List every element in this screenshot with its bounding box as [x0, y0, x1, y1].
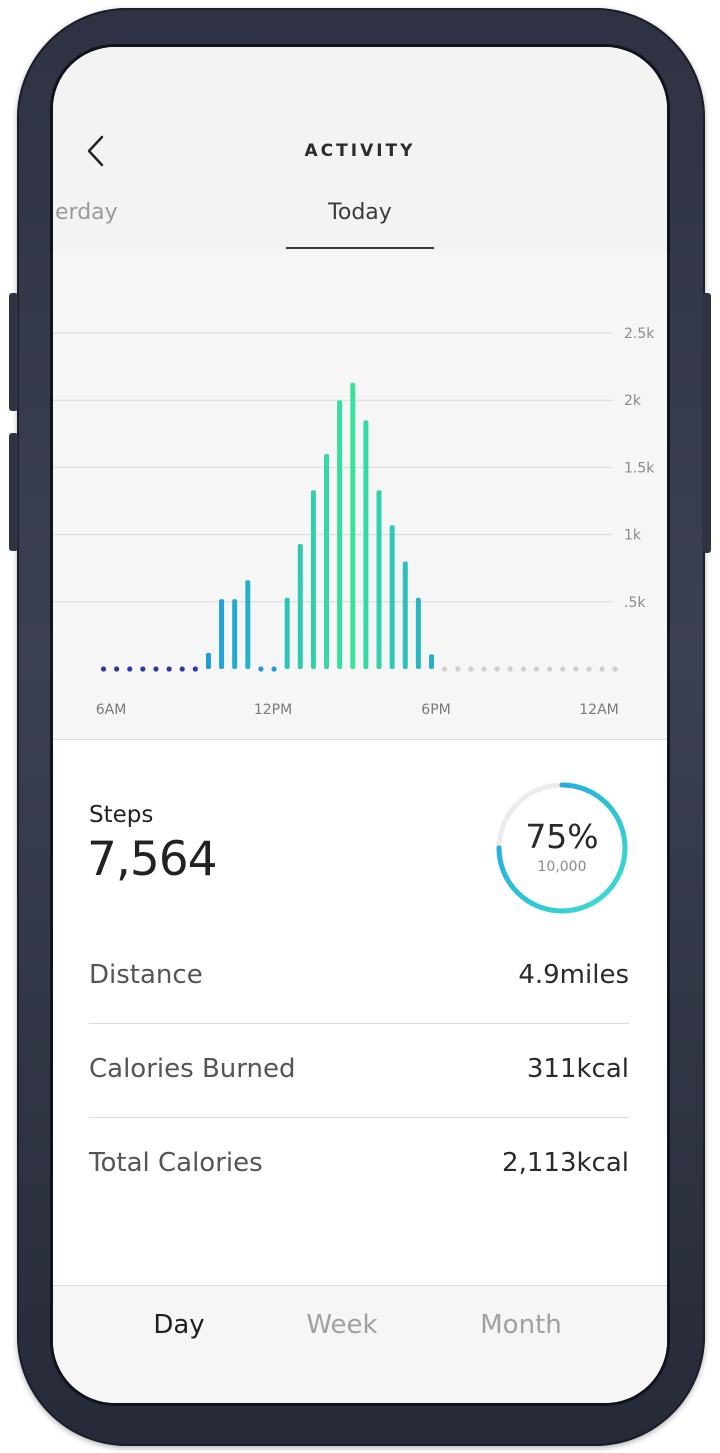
chart-bar	[415, 597, 421, 669]
chart-bar	[337, 400, 343, 669]
chart-dot	[533, 666, 540, 672]
steps-label: Steps	[89, 802, 154, 828]
row-divider	[89, 1023, 629, 1024]
steps-chart: .5k 1k 1.5k 2k 2.5k 6AM 12PM 6PM 12AM	[53, 250, 667, 740]
chart-dot	[114, 666, 120, 672]
chart-bar	[402, 561, 408, 669]
chart-bar	[350, 382, 356, 669]
stat-row-calories-burned: Calories Burned 311kcal	[89, 1024, 629, 1118]
active-tab-indicator	[286, 247, 434, 249]
goal-value: 10,000	[537, 859, 587, 875]
nav-month[interactable]: Month	[480, 1310, 562, 1340]
y-tick-label: 1.5k	[624, 460, 655, 476]
chart-bar	[219, 599, 225, 669]
chart-dot	[258, 666, 264, 672]
chart-bar	[245, 580, 251, 669]
y-tick-label: 2.5k	[624, 326, 655, 342]
chart-dot	[507, 666, 513, 672]
chart-bar	[297, 544, 303, 669]
volume-down-button	[9, 433, 18, 551]
stats-panel: Steps 7,564 75% 10,000 Distance 4.9miles…	[53, 740, 667, 1284]
chart-bar	[376, 490, 382, 669]
y-tick-label: .5k	[624, 595, 646, 611]
chart-dot	[494, 666, 500, 672]
progress-ring-arc	[496, 782, 628, 914]
steps-value: 7,564	[87, 832, 218, 887]
chart-dot	[599, 666, 605, 672]
header: ACTIVITY erday Today	[53, 47, 667, 250]
chart-bar	[429, 654, 434, 669]
chart-dot	[586, 666, 592, 672]
row-divider	[89, 1117, 629, 1118]
bottom-nav: Day Week Month	[53, 1285, 667, 1403]
stat-label: Calories Burned	[89, 1054, 296, 1084]
chart-dot	[560, 666, 566, 672]
chart-dot	[520, 666, 526, 672]
volume-up-button	[9, 293, 18, 411]
stat-row-total-calories: Total Calories 2,113kcal	[89, 1118, 629, 1212]
stat-row-distance: Distance 4.9miles	[89, 930, 629, 1024]
app-screen: ACTIVITY erday Today .5k 1k 1.5k 2k 2.5k 6AM 1…	[53, 47, 667, 1403]
chart-dot	[140, 666, 146, 672]
chart-bar	[284, 597, 290, 669]
chart-dot	[573, 666, 579, 672]
tab-yesterday[interactable]: erday	[55, 200, 118, 225]
stat-label: Distance	[89, 960, 203, 990]
nav-day[interactable]: Day	[153, 1310, 205, 1340]
back-button[interactable]	[83, 131, 109, 171]
stat-value: 311kcal	[526, 1054, 629, 1084]
stat-value: 2,113kcal	[502, 1148, 629, 1178]
nav-week[interactable]: Week	[306, 1310, 378, 1340]
chart-dot	[179, 666, 185, 672]
chart-dot	[546, 666, 553, 672]
chart-dot	[153, 666, 159, 672]
chart-bar	[310, 490, 316, 669]
y-tick-label: 2k	[624, 393, 642, 409]
stat-value: 4.9miles	[518, 960, 629, 990]
x-tick-label: 12AM	[579, 702, 618, 718]
chart-dot	[481, 666, 487, 672]
chart-bar	[324, 453, 330, 669]
x-tick-label: 6PM	[421, 702, 450, 718]
chart-dot	[455, 666, 461, 672]
chart-dot	[127, 666, 133, 672]
chart-dot	[166, 666, 172, 672]
chart-dot	[100, 666, 107, 672]
chart-bar	[389, 525, 395, 669]
chart-dot	[442, 666, 448, 672]
chart-dot	[192, 666, 198, 672]
page-title: ACTIVITY	[304, 141, 416, 161]
steps-chart-svg: .5k 1k 1.5k 2k 2.5k 6AM 12PM 6PM 12AM	[53, 326, 655, 718]
goal-progress-ring	[496, 782, 628, 914]
chevron-left-icon	[87, 135, 104, 167]
x-tick-label: 12PM	[254, 702, 292, 718]
chart-bar	[363, 420, 369, 669]
stat-label: Total Calories	[89, 1148, 263, 1178]
chart-dot	[612, 666, 618, 672]
y-tick-label: 1k	[624, 528, 642, 544]
chart-dot	[468, 666, 474, 672]
chart-bar	[205, 652, 211, 669]
power-button	[702, 293, 711, 553]
chart-dot	[271, 666, 277, 672]
chart-bar	[232, 599, 238, 669]
tab-today[interactable]: Today	[328, 200, 392, 225]
goal-percent: 75%	[525, 817, 599, 856]
x-tick-label: 6AM	[96, 702, 127, 718]
